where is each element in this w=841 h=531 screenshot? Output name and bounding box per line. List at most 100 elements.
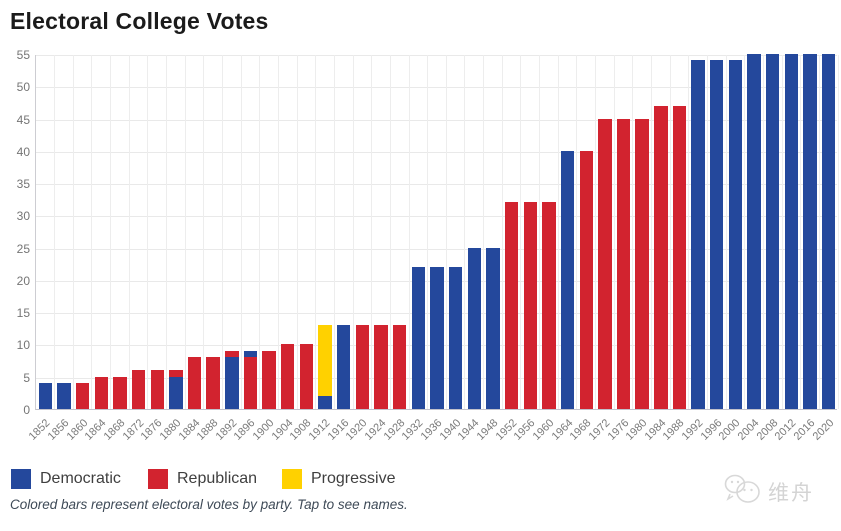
y-tick-label: 10 xyxy=(16,338,30,353)
bar-1984[interactable] xyxy=(654,105,668,409)
gridline-v xyxy=(762,55,764,409)
bar-1900[interactable] xyxy=(262,350,276,409)
bar-segment-democratic xyxy=(803,54,817,409)
bar-segment-republican xyxy=(206,357,220,409)
chart-caption: Colored bars represent electoral votes b… xyxy=(10,497,408,512)
bar-segment-democratic xyxy=(169,376,183,409)
y-tick-label: 25 xyxy=(16,241,30,256)
bar-2016[interactable] xyxy=(803,54,817,409)
bar-segment-democratic xyxy=(486,247,500,409)
bar-1992[interactable] xyxy=(691,60,705,409)
gridline-v xyxy=(669,55,671,409)
gridline-v xyxy=(650,55,652,409)
bar-segment-republican xyxy=(131,370,146,409)
gridline-v xyxy=(520,55,522,409)
bar-1976[interactable] xyxy=(616,118,631,409)
bar-1944[interactable] xyxy=(467,247,481,409)
page-title: Electoral College Votes xyxy=(10,8,269,34)
bar-2000[interactable] xyxy=(728,60,743,409)
bar-segment-democratic xyxy=(728,60,743,409)
legend-item-republican: Republican xyxy=(148,469,257,489)
bar-1872[interactable] xyxy=(131,370,146,409)
gridline-v xyxy=(539,55,541,409)
bar-1920[interactable] xyxy=(355,325,370,409)
bar-1964[interactable] xyxy=(560,150,575,409)
bar-2012[interactable] xyxy=(784,54,799,409)
bar-1916[interactable] xyxy=(337,325,351,409)
gridline-v xyxy=(688,55,690,409)
bar-segment-republican xyxy=(94,376,108,409)
bar-segment-republican xyxy=(654,105,668,409)
gridline-v xyxy=(54,55,56,409)
bar-1912[interactable] xyxy=(318,325,332,409)
gridline-h xyxy=(36,248,837,250)
bar-segment-democratic xyxy=(225,357,239,409)
bar-1988[interactable] xyxy=(672,105,687,409)
bar-2004[interactable] xyxy=(747,54,761,409)
bar-1948[interactable] xyxy=(486,247,500,409)
bar-segment-republican xyxy=(542,202,556,409)
bar-1972[interactable] xyxy=(598,118,612,409)
bar-segment-republican xyxy=(616,118,631,409)
gridline-v xyxy=(184,55,186,409)
bar-1960[interactable] xyxy=(542,202,556,409)
bar-segment-democratic xyxy=(243,350,258,358)
gridline-v xyxy=(483,55,485,409)
gridline-h xyxy=(36,87,837,89)
bar-1892[interactable] xyxy=(225,350,239,409)
bar-segment-republican xyxy=(243,357,258,409)
bar-1932[interactable] xyxy=(411,267,426,409)
bar-1928[interactable] xyxy=(392,325,407,409)
bar-segment-republican xyxy=(504,202,519,409)
bar-1888[interactable] xyxy=(206,357,220,409)
bar-1956[interactable] xyxy=(523,202,537,409)
bar-1940[interactable] xyxy=(448,267,463,409)
bar-1864[interactable] xyxy=(94,376,108,409)
gridline-v xyxy=(389,55,391,409)
bar-segment-republican xyxy=(523,202,537,409)
bar-1852[interactable] xyxy=(38,383,53,409)
bar-segment-republican xyxy=(598,118,612,409)
bar-1896[interactable] xyxy=(243,350,258,409)
y-tick-label: 55 xyxy=(16,48,30,62)
bar-segment-democratic xyxy=(430,267,444,409)
bar-1952[interactable] xyxy=(504,202,519,409)
bar-segment-democratic xyxy=(337,325,351,409)
gridline-v xyxy=(818,55,820,409)
bar-1856[interactable] xyxy=(57,383,71,409)
bar-2020[interactable] xyxy=(821,54,836,409)
gridline-v xyxy=(203,55,205,409)
bar-1860[interactable] xyxy=(75,383,90,409)
gridline-v xyxy=(91,55,93,409)
bar-1936[interactable] xyxy=(430,267,444,409)
bar-2008[interactable] xyxy=(766,54,780,409)
gridline-v xyxy=(240,55,242,409)
bar-1876[interactable] xyxy=(150,370,164,409)
gridline-v xyxy=(110,55,112,409)
bar-segment-republican xyxy=(355,325,370,409)
bar-1868[interactable] xyxy=(113,376,127,409)
chart-legend: Democratic Republican Progressive xyxy=(0,469,841,493)
legend-item-progressive: Progressive xyxy=(282,469,395,489)
bar-segment-democratic xyxy=(821,54,836,409)
gridline-v xyxy=(408,55,410,409)
gridline-v xyxy=(576,55,578,409)
gridline-v xyxy=(315,55,317,409)
bar-1996[interactable] xyxy=(710,60,724,409)
bar-1980[interactable] xyxy=(635,118,649,409)
bar-1924[interactable] xyxy=(374,325,388,409)
gridline-v xyxy=(333,55,335,409)
y-tick-label: 5 xyxy=(23,370,30,385)
bar-segment-republican xyxy=(75,383,90,409)
bar-1880[interactable] xyxy=(169,370,183,409)
bar-1884[interactable] xyxy=(187,357,202,409)
gridline-v xyxy=(222,55,223,409)
bar-1904[interactable] xyxy=(281,344,295,409)
gridline-v xyxy=(837,55,839,409)
electoral-votes-chart xyxy=(35,54,839,410)
bar-1968[interactable] xyxy=(579,150,593,409)
gridline-v xyxy=(296,55,298,409)
gridline-h xyxy=(36,55,837,56)
gridline-v xyxy=(72,55,74,409)
bar-1908[interactable] xyxy=(299,344,314,409)
